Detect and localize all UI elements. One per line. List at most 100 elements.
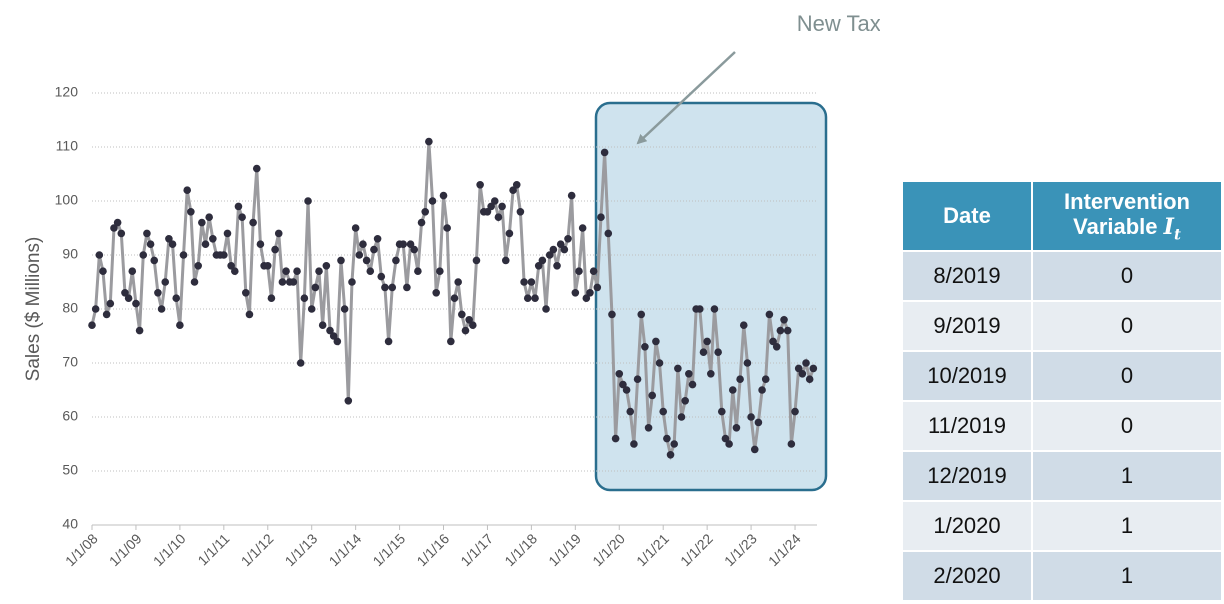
data-point	[241, 289, 250, 297]
data-point	[304, 197, 312, 205]
data-point	[494, 213, 503, 221]
data-point	[461, 326, 470, 335]
data-point	[289, 278, 298, 286]
date-cell: 1/2020	[903, 502, 1033, 550]
data-point	[622, 386, 631, 394]
data-point	[498, 202, 506, 211]
header-cell: Date	[903, 182, 1033, 250]
table-row: 12/2019 1	[903, 452, 1221, 500]
annotation-arrow	[636, 51, 736, 145]
data-point	[252, 164, 261, 173]
data-point	[340, 305, 349, 313]
data-point	[388, 283, 397, 292]
table-row: 2/2020 1	[903, 552, 1221, 600]
data-point	[707, 370, 715, 378]
data-point	[271, 245, 279, 254]
data-point	[410, 245, 419, 254]
data-point	[190, 278, 199, 286]
table-row: 1/2020 1	[903, 502, 1221, 550]
data-point	[91, 305, 100, 313]
data-point	[432, 289, 440, 297]
data-point	[373, 235, 382, 243]
symbol: I	[1163, 213, 1174, 240]
data-point	[425, 137, 433, 146]
data-point	[278, 278, 287, 286]
y-axis-label: Sales ($ Millions)	[23, 237, 44, 382]
intervention-cell: 0	[1033, 352, 1221, 400]
data-point	[589, 267, 598, 276]
data-point	[717, 407, 726, 416]
data-point	[545, 251, 554, 259]
y-tick-label: 110	[56, 138, 79, 154]
data-point	[736, 375, 744, 384]
x-tick-label: 1/1/15	[369, 530, 408, 569]
data-point	[776, 326, 785, 335]
y-tick-label: 40	[62, 516, 78, 532]
header-text: Date	[943, 203, 991, 229]
intervention-cell: 1	[1033, 452, 1221, 500]
data-point	[670, 440, 678, 448]
header-text: Intervention Variable	[1064, 188, 1190, 239]
data-point	[578, 224, 587, 232]
data-point	[318, 321, 327, 330]
data-point	[527, 278, 536, 286]
y-tick-label: 100	[55, 192, 79, 208]
data-point	[436, 267, 444, 276]
y-tick-label: 80	[62, 300, 78, 316]
data-point	[414, 267, 422, 276]
data-point	[443, 224, 451, 232]
data-point	[296, 359, 305, 367]
data-point	[798, 370, 807, 378]
data-point	[611, 434, 620, 443]
data-point	[666, 451, 675, 459]
data-point	[780, 316, 788, 324]
data-point	[553, 262, 561, 270]
intervention-cell: 0	[1033, 402, 1221, 450]
data-point	[483, 208, 492, 216]
data-point	[805, 375, 814, 384]
data-point	[88, 321, 96, 330]
data-point	[355, 251, 364, 259]
data-point	[794, 364, 803, 373]
data-point	[688, 380, 697, 389]
data-point	[205, 213, 213, 221]
x-tick-label: 1/1/10	[150, 530, 189, 569]
data-point	[652, 337, 660, 346]
data-point	[117, 229, 126, 238]
data-point	[703, 337, 711, 346]
data-point	[439, 191, 448, 200]
y-tick-label: 60	[62, 408, 78, 424]
data-point	[791, 407, 799, 416]
data-point	[721, 434, 730, 443]
data-point	[575, 267, 583, 276]
data-point	[165, 235, 173, 243]
data-point	[377, 272, 386, 281]
data-point	[132, 299, 140, 308]
data-point	[641, 343, 649, 351]
y-tick-label: 90	[62, 246, 78, 262]
x-tick-label: 1/1/16	[413, 530, 452, 569]
data-point	[512, 181, 521, 189]
data-point	[516, 208, 525, 216]
data-point	[556, 240, 565, 248]
data-point	[274, 229, 283, 238]
data-point	[161, 278, 170, 286]
data-point	[234, 202, 243, 211]
x-tick-label: 1/1/11	[194, 530, 232, 568]
data-point	[311, 283, 320, 292]
data-point	[586, 289, 594, 297]
data-point	[571, 289, 580, 297]
data-point	[172, 294, 181, 303]
date-cell: 10/2019	[903, 352, 1033, 400]
data-point	[326, 326, 334, 335]
data-point	[227, 262, 235, 270]
data-point	[542, 305, 550, 313]
data-point	[469, 321, 477, 330]
x-tick-label: 1/1/18	[501, 530, 540, 569]
data-point	[655, 359, 664, 367]
data-point	[608, 310, 616, 319]
data-point	[677, 413, 686, 421]
intervention-cell: 0	[1033, 252, 1221, 300]
data-point	[421, 208, 430, 216]
